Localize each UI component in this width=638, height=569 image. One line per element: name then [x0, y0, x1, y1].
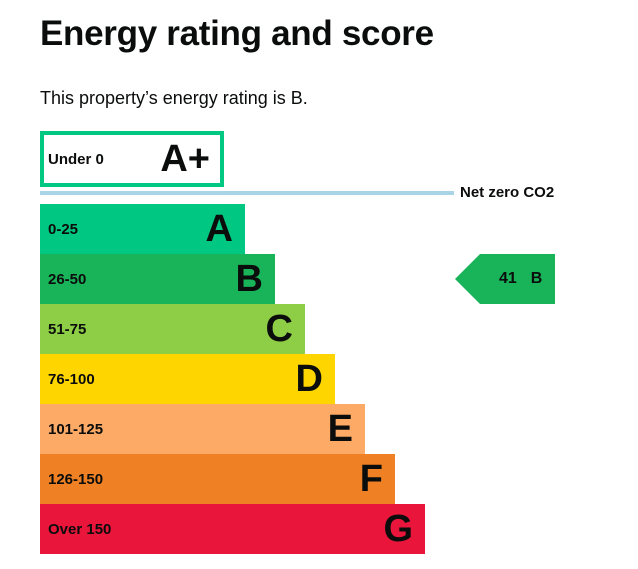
band-range-label: Over 150 — [48, 520, 112, 538]
band-letter: E — [327, 408, 353, 450]
band-g: Over 150 G — [40, 504, 425, 554]
pointer-arrow-icon — [455, 254, 555, 304]
rating-summary: This property’s energy rating is B. — [40, 88, 308, 108]
band-range-label: 126-150 — [48, 470, 104, 488]
band-letter: F — [359, 458, 383, 500]
current-letter: B — [530, 270, 543, 287]
band-letter: G — [383, 508, 413, 550]
band-b: 26-50 B — [40, 254, 275, 304]
band-letter: C — [265, 308, 293, 350]
band-d: 76-100 D — [40, 354, 335, 404]
band-a: 0-25 A — [40, 204, 245, 254]
band-letter: D — [295, 358, 323, 400]
current-score: 41 — [499, 270, 517, 287]
band-letter: A — [205, 208, 233, 250]
current-rating-pointer: 41 B — [455, 254, 555, 304]
band-range-label: 0-25 — [48, 220, 79, 238]
page-title: Energy rating and score — [40, 14, 434, 53]
band-range-label: Under 0 — [48, 150, 104, 168]
band-range-label: 51-75 — [48, 320, 87, 338]
band-c: 51-75 C — [40, 304, 305, 354]
band-e: 101-125 E — [40, 404, 365, 454]
band-a-plus: Under 0 A+ — [40, 131, 224, 187]
band-range-label: 26-50 — [48, 270, 87, 288]
band-f: 126-150 F — [40, 454, 395, 504]
net-zero-line — [40, 191, 454, 195]
net-zero-label: Net zero CO2 — [460, 184, 555, 201]
band-letter: A+ — [160, 138, 210, 180]
band-letter: B — [235, 258, 263, 300]
band-range-label: 76-100 — [48, 370, 95, 388]
band-range-label: 101-125 — [48, 420, 104, 438]
